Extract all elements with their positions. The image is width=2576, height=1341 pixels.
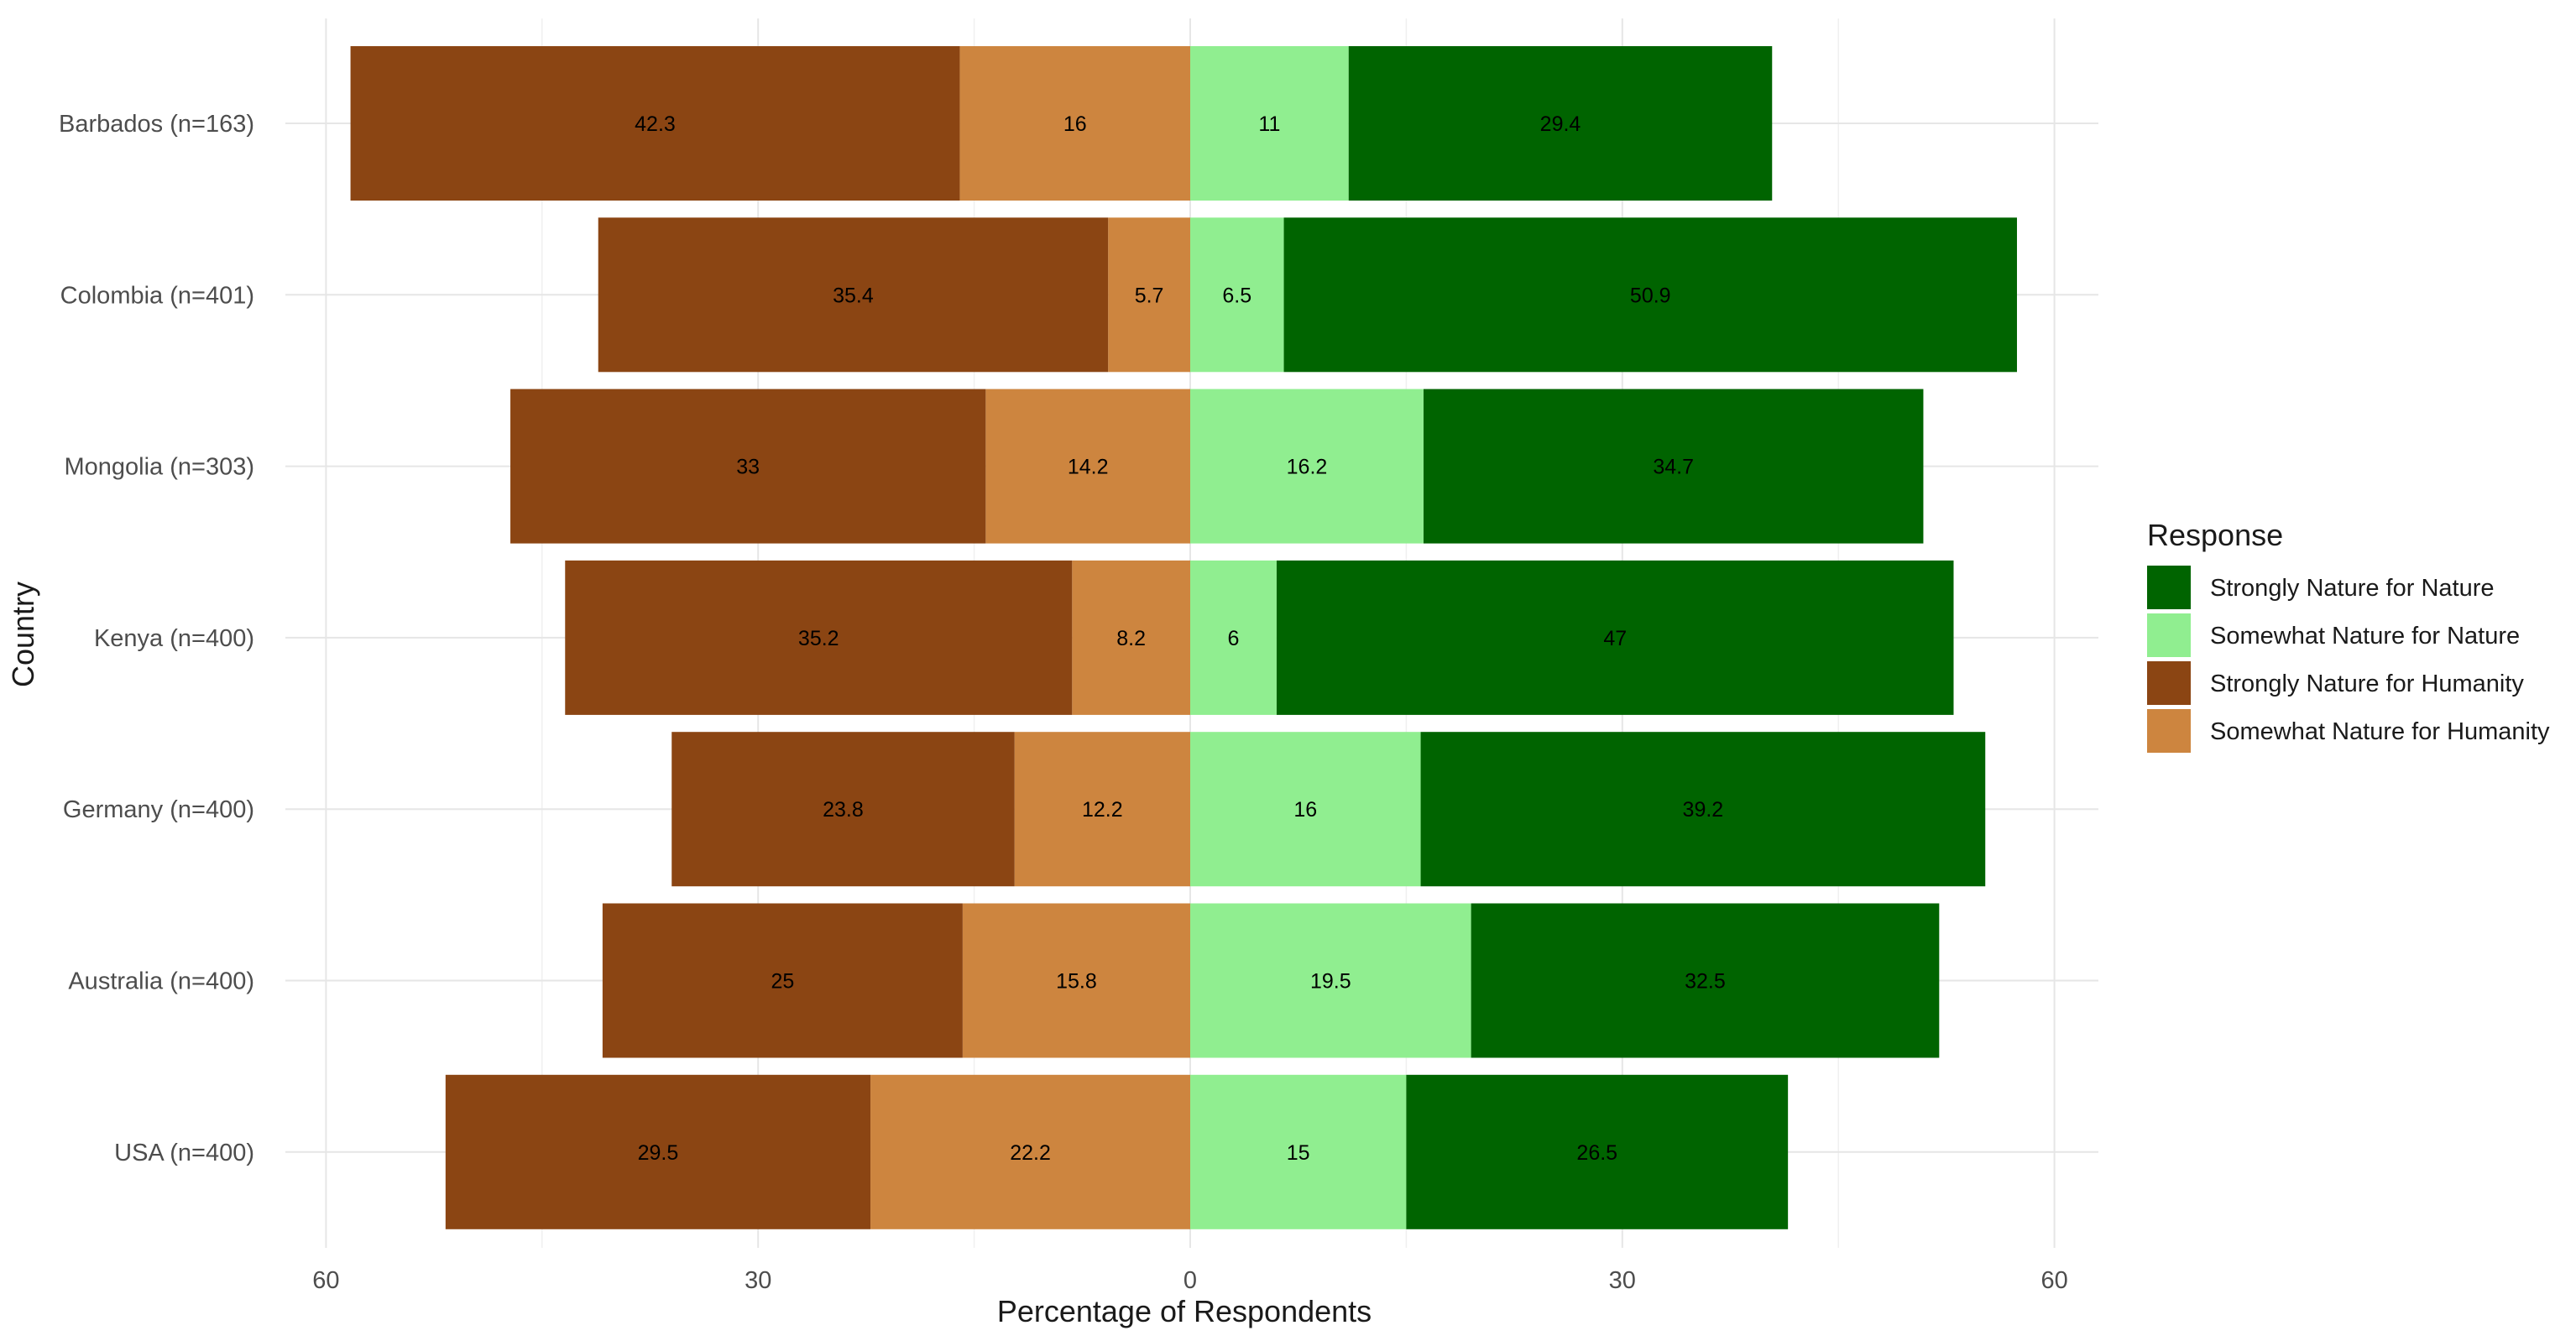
data-label: 32.5 bbox=[1685, 970, 1726, 994]
y-tick-label: Kenya (n=400) bbox=[94, 625, 254, 652]
bar-segment bbox=[1190, 1074, 1407, 1229]
data-labels: 16 42.3 11 29.4 5.7 35.4 6.5 50.9 14.2 33 16.2 34.7… bbox=[635, 112, 1726, 1165]
bar-segment bbox=[1190, 560, 1277, 715]
bar-segment bbox=[1406, 1074, 1789, 1229]
x-tick-label: 60 bbox=[312, 1267, 339, 1294]
x-tick-label: 30 bbox=[1609, 1267, 1636, 1294]
y-axis: Barbados (n=163) Colombia (n=401) Mongolia… bbox=[59, 111, 254, 1166]
data-label: 14.2 bbox=[1068, 456, 1109, 479]
y-tick-label: USA (n=400) bbox=[114, 1140, 254, 1166]
data-label: 16 bbox=[1063, 112, 1087, 136]
legend-label: Strongly Nature for Humanity bbox=[2210, 670, 2524, 697]
data-label: 29.5 bbox=[638, 1141, 679, 1165]
data-label: 15.8 bbox=[1056, 970, 1097, 994]
bar-segment bbox=[1108, 217, 1190, 373]
bar-segment bbox=[1190, 732, 1421, 887]
data-label: 50.9 bbox=[1630, 284, 1671, 307]
bar-segment bbox=[959, 46, 1190, 201]
legend-title: Response bbox=[2147, 518, 2283, 552]
bar-segment bbox=[445, 1074, 871, 1229]
data-label: 26.5 bbox=[1576, 1141, 1617, 1165]
y-axis-title: Country bbox=[6, 582, 40, 687]
x-tick-label: 30 bbox=[745, 1267, 771, 1294]
legend-label: Strongly Nature for Nature bbox=[2210, 575, 2494, 602]
bar-segment bbox=[1423, 389, 1924, 544]
bar-segment bbox=[1420, 732, 1986, 887]
bar-segment bbox=[565, 560, 1073, 715]
bar-segment bbox=[1471, 903, 1940, 1058]
bar-segment bbox=[350, 46, 960, 201]
legend: Response Strongly Nature for Nature Somew… bbox=[2147, 518, 2550, 753]
legend-key bbox=[2147, 661, 2191, 705]
data-label: 42.3 bbox=[635, 112, 676, 136]
data-label: 5.7 bbox=[1135, 284, 1164, 307]
data-label: 47 bbox=[1603, 627, 1627, 650]
y-tick-label: Mongolia (n=303) bbox=[64, 454, 254, 481]
bar-segment bbox=[1072, 560, 1190, 715]
x-axis-title: Percentage of Respondents bbox=[997, 1294, 1372, 1328]
x-axis: 60 30 0 30 60 bbox=[312, 1267, 2067, 1294]
bar-segment bbox=[1190, 217, 1284, 373]
data-label: 25 bbox=[771, 970, 794, 994]
data-label: 16.2 bbox=[1287, 456, 1328, 479]
data-label: 12.2 bbox=[1082, 798, 1123, 822]
bar-segment bbox=[1190, 389, 1424, 544]
bar-segment bbox=[598, 217, 1109, 373]
data-label: 15 bbox=[1287, 1141, 1310, 1165]
bar-segment bbox=[510, 389, 986, 544]
data-label: 33 bbox=[736, 456, 760, 479]
legend-key bbox=[2147, 613, 2191, 657]
bar-segment bbox=[870, 1074, 1190, 1229]
data-label: 35.4 bbox=[833, 284, 874, 307]
data-label: 6 bbox=[1228, 627, 1240, 650]
legend-label: Somewhat Nature for Nature bbox=[2210, 623, 2520, 650]
bar-segment bbox=[671, 732, 1015, 887]
bar-segment bbox=[962, 903, 1190, 1058]
data-label: 39.2 bbox=[1683, 798, 1724, 822]
bar-segment bbox=[1014, 732, 1190, 887]
bar-segment bbox=[1190, 46, 1349, 201]
bar-segment bbox=[1190, 903, 1471, 1058]
x-tick-label: 0 bbox=[1183, 1267, 1197, 1294]
bar-segment bbox=[602, 903, 963, 1058]
x-tick-label: 60 bbox=[2040, 1267, 2067, 1294]
legend-key bbox=[2147, 709, 2191, 753]
bar-segment bbox=[985, 389, 1190, 544]
y-tick-label: Colombia (n=401) bbox=[60, 282, 254, 309]
data-label: 22.2 bbox=[1010, 1141, 1051, 1165]
data-label: 19.5 bbox=[1310, 970, 1351, 994]
bars bbox=[350, 46, 2017, 1229]
bar-segment bbox=[1283, 217, 2017, 373]
y-tick-label: Germany (n=400) bbox=[63, 796, 254, 823]
data-label: 6.5 bbox=[1222, 284, 1251, 307]
data-label: 34.7 bbox=[1653, 456, 1694, 479]
legend-label: Somewhat Nature for Humanity bbox=[2210, 718, 2550, 745]
data-label: 8.2 bbox=[1116, 627, 1146, 650]
y-tick-label: Australia (n=400) bbox=[68, 968, 254, 995]
data-label: 16 bbox=[1293, 798, 1317, 822]
bar-segment bbox=[1348, 46, 1773, 201]
data-label: 23.8 bbox=[823, 798, 864, 822]
y-tick-label: Barbados (n=163) bbox=[59, 111, 254, 138]
data-label: 11 bbox=[1258, 112, 1280, 136]
legend-key bbox=[2147, 566, 2191, 609]
bar-segment bbox=[1276, 560, 1954, 715]
data-label: 29.4 bbox=[1540, 112, 1581, 136]
data-label: 35.2 bbox=[798, 627, 839, 650]
